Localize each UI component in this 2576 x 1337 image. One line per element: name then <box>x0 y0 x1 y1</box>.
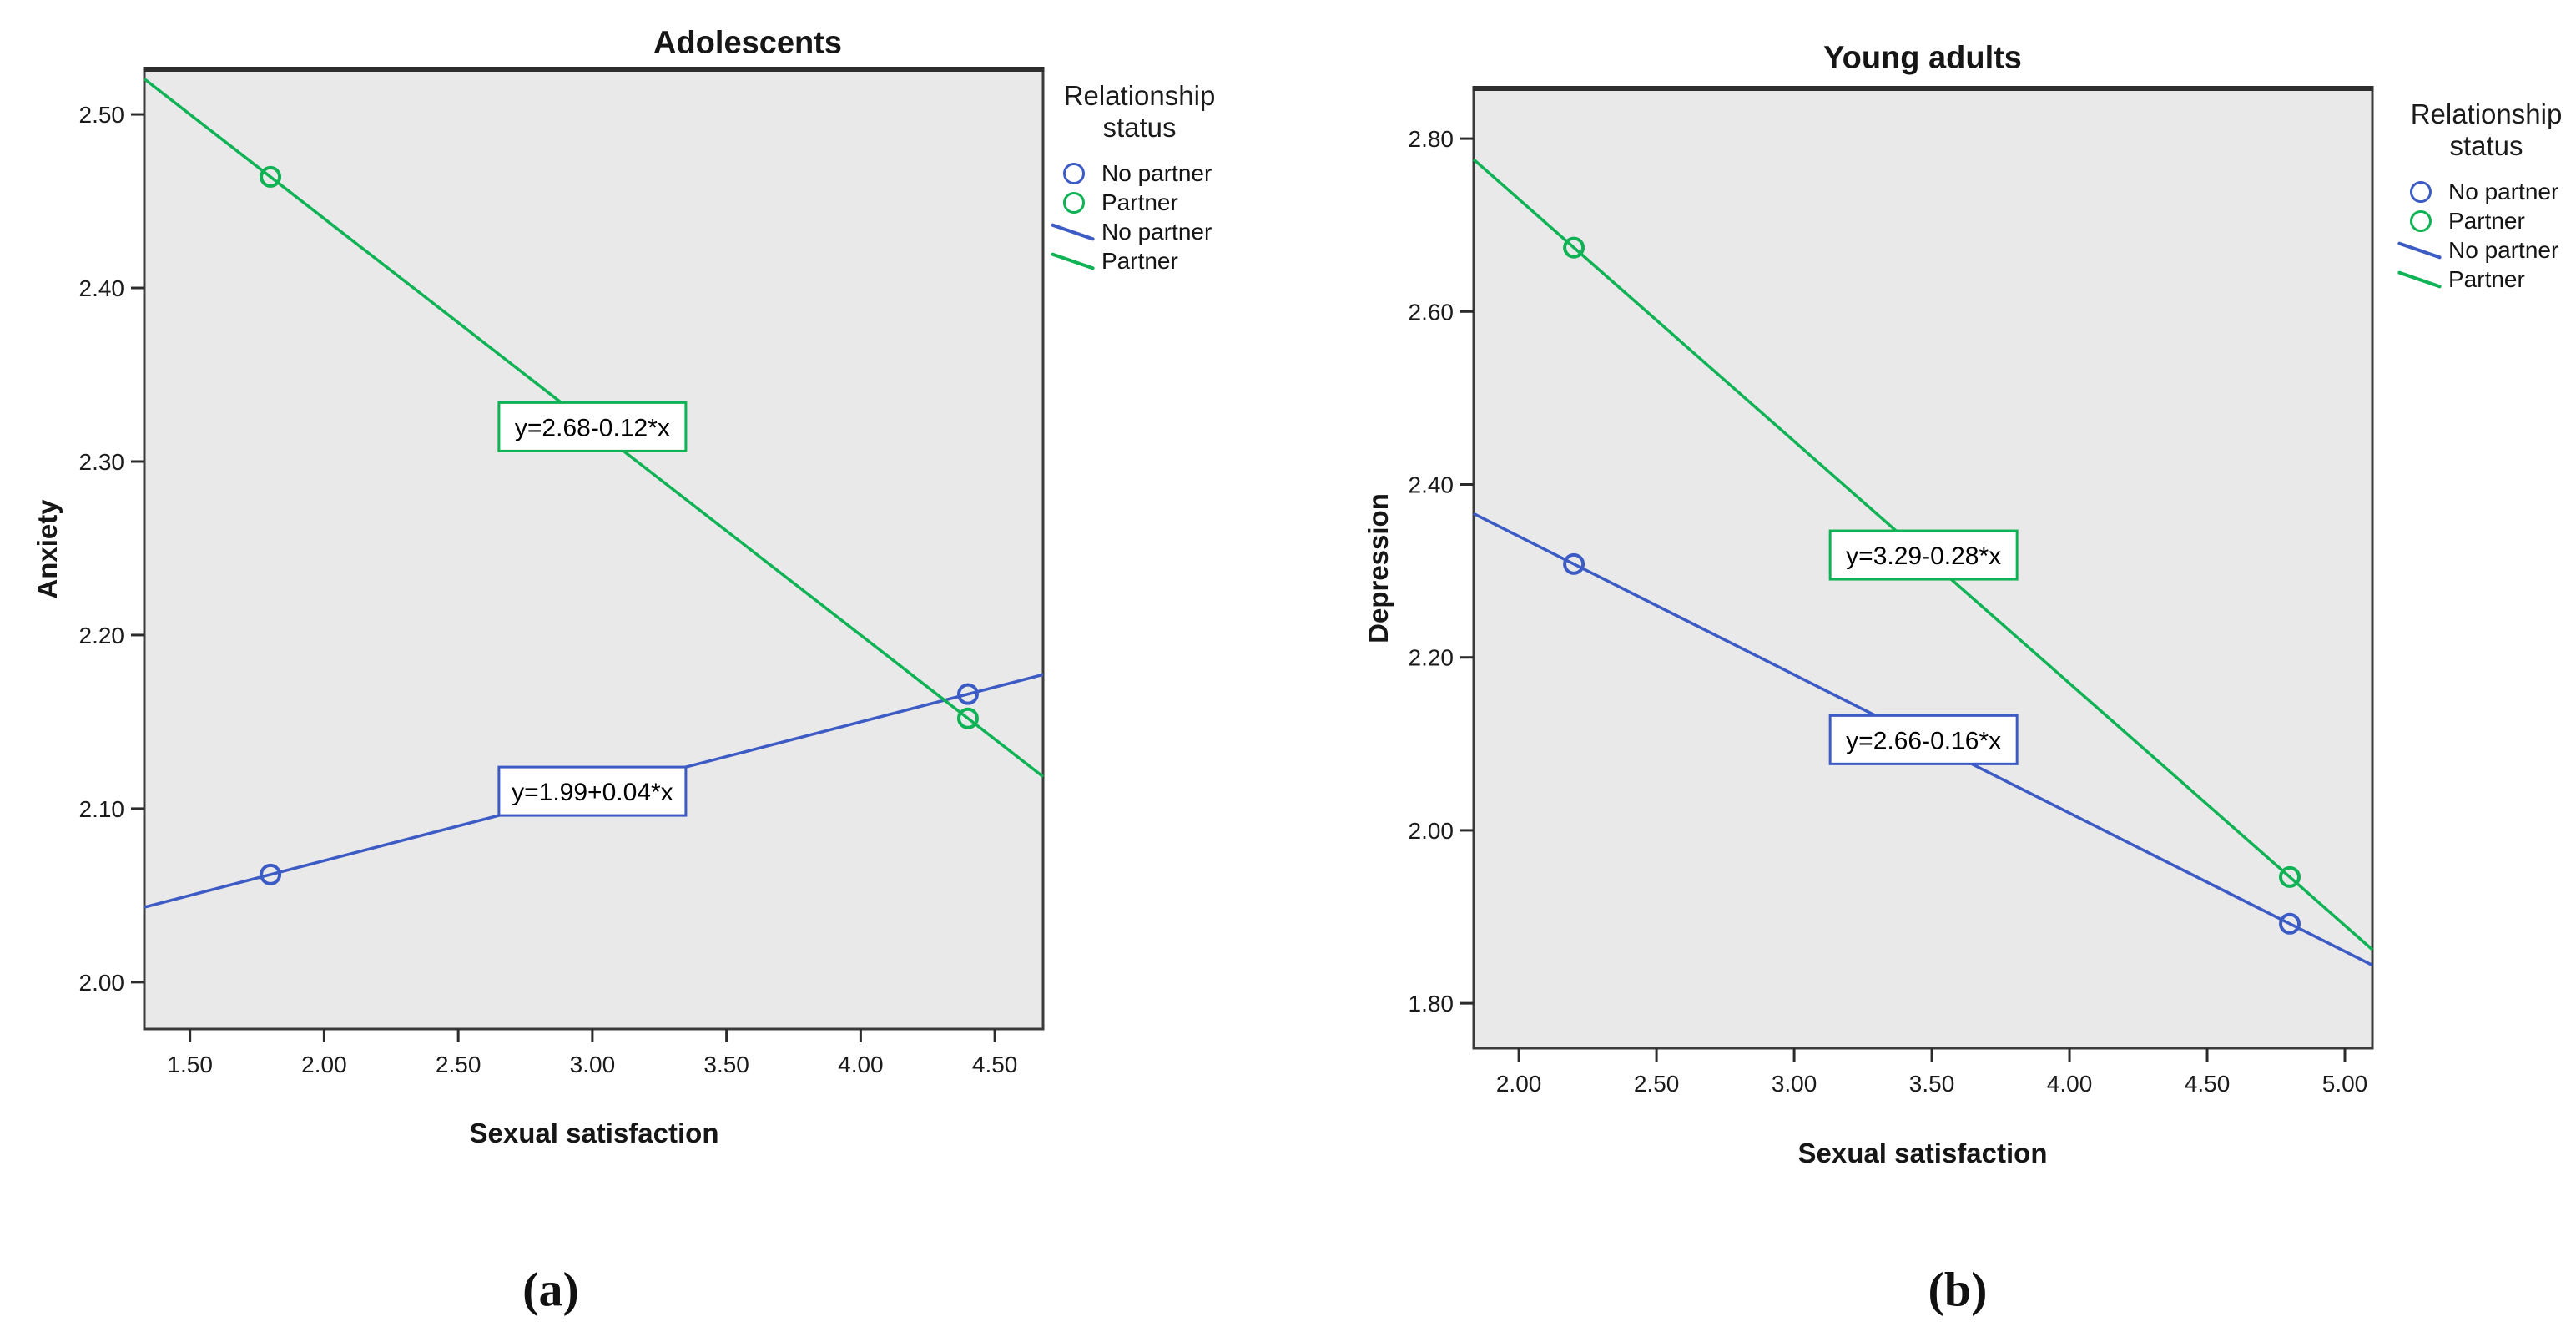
legend-swatch <box>2397 209 2445 232</box>
x-tick-label: 4.00 <box>838 1052 884 1077</box>
partner-equation-label: y=2.68-0.12*x <box>515 414 670 441</box>
y-tick-label: 2.40 <box>1409 472 1454 498</box>
x-tick-label: 1.50 <box>167 1052 213 1077</box>
legend-title-line1: Relationship <box>2410 98 2563 129</box>
no-partner-equation-box <box>1828 714 2019 765</box>
legend-swatch <box>1050 191 1098 214</box>
legend-item-label: Partner <box>1101 189 1178 215</box>
y-tick-label: 2.20 <box>79 623 125 648</box>
chart-title-young-adults: Young adults <box>1823 40 2022 76</box>
legend-swatch-glyph <box>2397 240 2442 260</box>
no-partner-equation-label: y=2.66-0.16*x <box>1846 727 2001 754</box>
legend-title: Relationship status <box>1050 80 1229 144</box>
legend-swatch-glyph <box>2410 209 2432 232</box>
legend-swatch <box>2397 240 2445 260</box>
legend-swatch-glyph <box>1050 222 1096 241</box>
x-tick-label: 2.00 <box>1496 1071 1542 1097</box>
x-tick-label: 3.00 <box>570 1052 616 1077</box>
legend-left: Relationship status No partner Partner N… <box>1050 80 1229 275</box>
y-tick-label: 2.10 <box>79 796 125 822</box>
partner-marker <box>956 707 979 729</box>
panel-label-a: (a) <box>522 1262 579 1317</box>
x-tick-label: 3.50 <box>703 1052 749 1077</box>
legend-item: No partner <box>2397 235 2576 265</box>
y-tick-label: 2.50 <box>79 102 125 128</box>
legend-title-line2: status <box>1102 112 1177 143</box>
legend-item-label: No partner <box>1101 218 1212 245</box>
x-tick-label: 3.50 <box>1909 1071 1955 1097</box>
x-tick-label: 4.50 <box>2185 1071 2231 1097</box>
chart-panel-adolescents: 1.50 2.00 2.50 3.00 3.50 4.00 4.50 2.00 2.10 2.20… <box>79 67 1045 1077</box>
legend-swatch <box>1050 162 1098 184</box>
legend-swatch <box>2397 180 2445 203</box>
x-tick-label: 3.00 <box>1772 1071 1817 1097</box>
y-tick-label: 2.00 <box>1409 818 1454 844</box>
legend-right: Relationship status No partner Partner N… <box>2397 98 2576 294</box>
legend-swatch-glyph <box>1063 162 1085 184</box>
legend-title: Relationship status <box>2397 98 2576 162</box>
y-axis-title-anxiety: Anxiety <box>32 499 63 599</box>
partner-marker <box>2279 865 2301 888</box>
y-tick-label: 2.20 <box>1409 645 1454 671</box>
legend-item: No partner <box>1050 217 1229 246</box>
legend-item: No partner <box>1050 159 1229 188</box>
legend-swatch <box>1050 222 1098 241</box>
chart-panel-young-adults: 2.00 2.50 3.00 3.50 4.00 4.50 5.00 1.80 2.00 2.20… <box>1409 86 2374 1097</box>
x-tick-label: 4.00 <box>2047 1071 2093 1097</box>
legend-swatch-glyph <box>2410 180 2432 203</box>
legend-swatch-glyph <box>2397 270 2442 289</box>
legend-swatch <box>2397 270 2445 289</box>
x-tick-label: 2.00 <box>301 1052 347 1077</box>
panel-label-b: (b) <box>1928 1262 1988 1317</box>
partner-equation-label: y=3.29-0.28*x <box>1846 542 2001 570</box>
no-partner-marker <box>260 863 282 885</box>
legend-swatch-glyph <box>1050 251 1096 270</box>
y-tick-label: 2.00 <box>79 970 125 996</box>
legend-item: Partner <box>1050 188 1229 217</box>
legend-title-line1: Relationship <box>1063 80 1216 111</box>
y-tick-label: 2.60 <box>1409 299 1454 325</box>
x-tick-label: 2.50 <box>436 1052 481 1077</box>
legend-swatch-glyph <box>1063 191 1085 214</box>
legend-item-label: No partner <box>2448 178 2559 204</box>
legend-item-label: Partner <box>2448 207 2525 234</box>
legend-item-label: No partner <box>2448 236 2559 263</box>
legend-item-label: No partner <box>1101 159 1212 186</box>
y-tick-label: 2.80 <box>1409 126 1454 152</box>
y-tick-label: 2.30 <box>79 449 125 475</box>
y-tick-label: 1.80 <box>1409 991 1454 1017</box>
y-axis-title-depression: Depression <box>1363 493 1394 643</box>
legend-item-label: Partner <box>2448 265 2525 292</box>
x-tick-label: 4.50 <box>972 1052 1018 1077</box>
partner-marker <box>260 165 282 188</box>
legend-items: No partner Partner No partner Partner <box>1050 159 1229 275</box>
plot-area <box>143 68 1045 1031</box>
x-axis-title-right: Sexual satisfaction <box>1797 1138 2048 1168</box>
no-partner-equation-box <box>497 765 688 817</box>
legend-item-label: Partner <box>1101 247 1178 274</box>
no-partner-equation-label: y=1.99+0.04*x <box>512 779 673 806</box>
legend-items: No partner Partner No partner Partner <box>2397 177 2576 294</box>
legend-item: Partner <box>1050 246 1229 275</box>
x-tick-label: 2.50 <box>1634 1071 1680 1097</box>
legend-item: Partner <box>2397 265 2576 294</box>
no-partner-marker <box>2279 912 2301 935</box>
x-axis-title-left: Sexual satisfaction <box>469 1118 719 1148</box>
y-tick-label: 2.40 <box>79 275 125 301</box>
partner-equation-box <box>1828 529 2019 581</box>
no-partner-marker <box>956 683 979 705</box>
legend-swatch <box>1050 251 1098 270</box>
no-partner-marker <box>1563 552 1585 575</box>
x-tick-label: 5.00 <box>2322 1071 2368 1097</box>
partner-marker <box>1563 236 1585 259</box>
chart-title-adolescents: Adolescents <box>653 25 842 61</box>
partner-equation-box <box>497 401 688 452</box>
legend-item: Partner <box>2397 206 2576 235</box>
legend-item: No partner <box>2397 177 2576 206</box>
legend-title-line2: status <box>2449 130 2523 161</box>
